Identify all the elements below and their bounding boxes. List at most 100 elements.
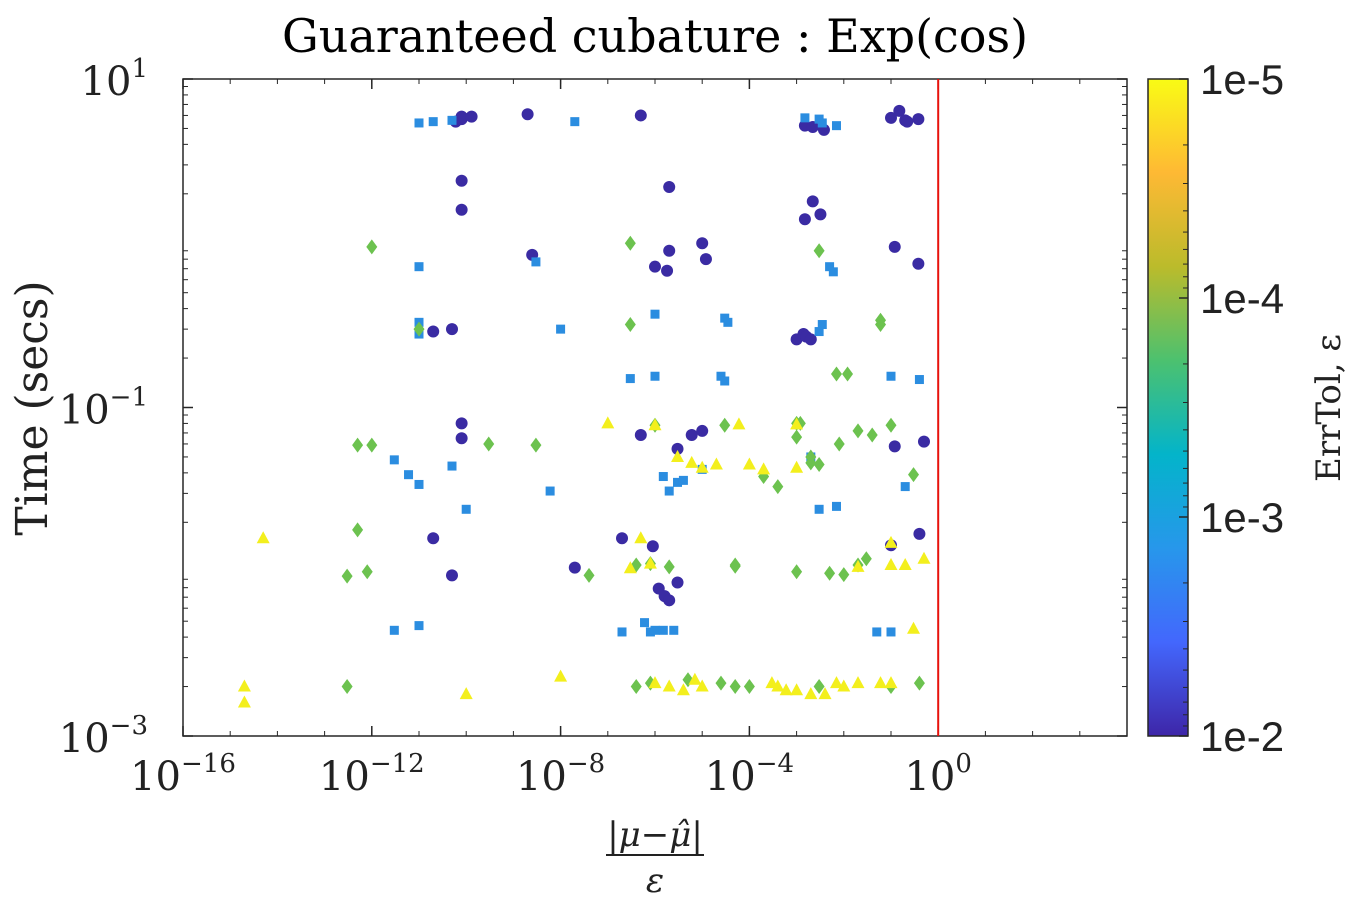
data-point-triangle xyxy=(676,683,690,696)
x-axis-label: |μ−μ̂| ε xyxy=(606,815,704,900)
data-point-circle xyxy=(888,440,901,453)
data-point-square xyxy=(617,627,627,637)
data-point-triangle xyxy=(643,556,657,569)
colorbar-tick-labels: 1e-5 1e-4 1e-3 1e-2 xyxy=(1179,56,1284,760)
data-point-square xyxy=(817,118,827,128)
data-point-diamond xyxy=(366,437,378,453)
data-point-square xyxy=(389,625,399,635)
y-tick-labels: 10−3 10−1 101 xyxy=(59,54,148,762)
data-point-triangle xyxy=(790,683,804,696)
data-point-triangle xyxy=(757,462,771,475)
data-point-square xyxy=(872,627,882,637)
data-point-circle xyxy=(455,203,468,216)
data-point-triangle xyxy=(771,679,785,692)
data-point-diamond xyxy=(743,679,755,695)
data-point-diamond xyxy=(824,565,836,581)
series-triangle xyxy=(237,416,931,708)
data-point-square xyxy=(669,625,679,635)
data-point-diamond xyxy=(341,568,353,584)
data-point-diamond xyxy=(791,564,803,580)
data-point-circle xyxy=(616,532,629,545)
data-point-circle xyxy=(465,110,478,123)
data-point-triangle xyxy=(898,557,912,570)
data-point-square xyxy=(640,618,650,628)
data-point-circle xyxy=(671,576,684,589)
series-square xyxy=(389,113,924,637)
data-point-square xyxy=(800,113,810,123)
data-point-triangle xyxy=(790,417,804,430)
data-point-triangle xyxy=(837,679,851,692)
data-point-square xyxy=(817,320,827,330)
data-point-circle xyxy=(814,208,827,221)
data-point-square xyxy=(447,461,457,471)
data-point-triangle xyxy=(907,621,921,634)
data-point-square xyxy=(664,486,674,496)
data-point-square xyxy=(716,371,726,381)
x-axis-label-denominator: ε xyxy=(646,861,664,900)
data-point-square xyxy=(404,470,414,480)
data-point-square xyxy=(570,117,580,127)
data-point-square xyxy=(828,267,838,277)
series-diamond xyxy=(341,235,925,695)
data-point-triangle xyxy=(237,679,251,692)
data-point-triangle xyxy=(648,676,662,689)
data-point-triangle xyxy=(732,417,746,430)
data-point-square xyxy=(658,472,668,482)
data-point-triangle xyxy=(695,679,709,692)
data-point-circle xyxy=(634,109,647,122)
data-point-diamond xyxy=(361,564,373,580)
data-point-triangle xyxy=(851,676,865,689)
data-point-circle xyxy=(634,429,647,442)
data-point-circle xyxy=(912,113,925,126)
data-point-circle xyxy=(696,237,709,250)
data-point-triangle xyxy=(917,551,931,564)
data-point-diamond xyxy=(791,429,803,445)
data-point-circle xyxy=(885,111,897,124)
colorbar-tick-label: 1e-5 xyxy=(1200,56,1284,103)
data-point-circle xyxy=(445,569,458,582)
plot-area xyxy=(182,78,1128,737)
data-point-square xyxy=(461,504,471,514)
data-point-circle xyxy=(455,417,468,430)
data-point-triangle xyxy=(688,672,702,685)
data-point-square xyxy=(723,317,733,327)
data-point-square xyxy=(825,262,835,272)
data-point-diamond xyxy=(719,417,731,433)
data-point-diamond xyxy=(813,679,825,695)
data-point-diamond xyxy=(630,679,642,695)
data-point-circle xyxy=(663,181,676,194)
data-point-square xyxy=(831,121,841,131)
data-point-diamond xyxy=(885,417,897,433)
data-point-triangle xyxy=(779,683,793,696)
data-point-triangle xyxy=(662,679,676,692)
data-point-circle xyxy=(521,108,534,121)
data-point-diamond xyxy=(860,551,872,567)
data-point-square xyxy=(414,621,424,631)
data-point-diamond xyxy=(352,437,364,453)
data-point-triangle xyxy=(884,535,898,548)
data-point-circle xyxy=(806,195,819,208)
data-point-circle xyxy=(917,435,930,448)
data-point-triangle xyxy=(554,669,568,682)
data-point-square xyxy=(645,627,655,637)
y-tick-label: 101 xyxy=(81,54,148,105)
data-point-circle xyxy=(663,244,676,257)
data-point-triangle xyxy=(671,449,685,462)
data-point-diamond xyxy=(838,567,850,583)
data-point-square xyxy=(545,486,555,496)
x-tick-label: 100 xyxy=(904,749,971,800)
data-point-square xyxy=(886,371,896,381)
data-point-diamond xyxy=(913,675,925,691)
data-point-square xyxy=(814,327,824,337)
data-point-circle xyxy=(798,213,811,226)
data-point-triangle xyxy=(634,531,648,544)
data-point-triangle xyxy=(648,418,662,431)
data-point-square xyxy=(625,374,635,384)
data-point-circle xyxy=(901,115,914,128)
data-point-square xyxy=(658,625,668,635)
data-point-diamond xyxy=(833,436,845,452)
data-point-circle xyxy=(696,424,709,437)
data-point-square xyxy=(650,371,660,381)
colorbar-label: ErrTol, ε xyxy=(1309,334,1349,482)
